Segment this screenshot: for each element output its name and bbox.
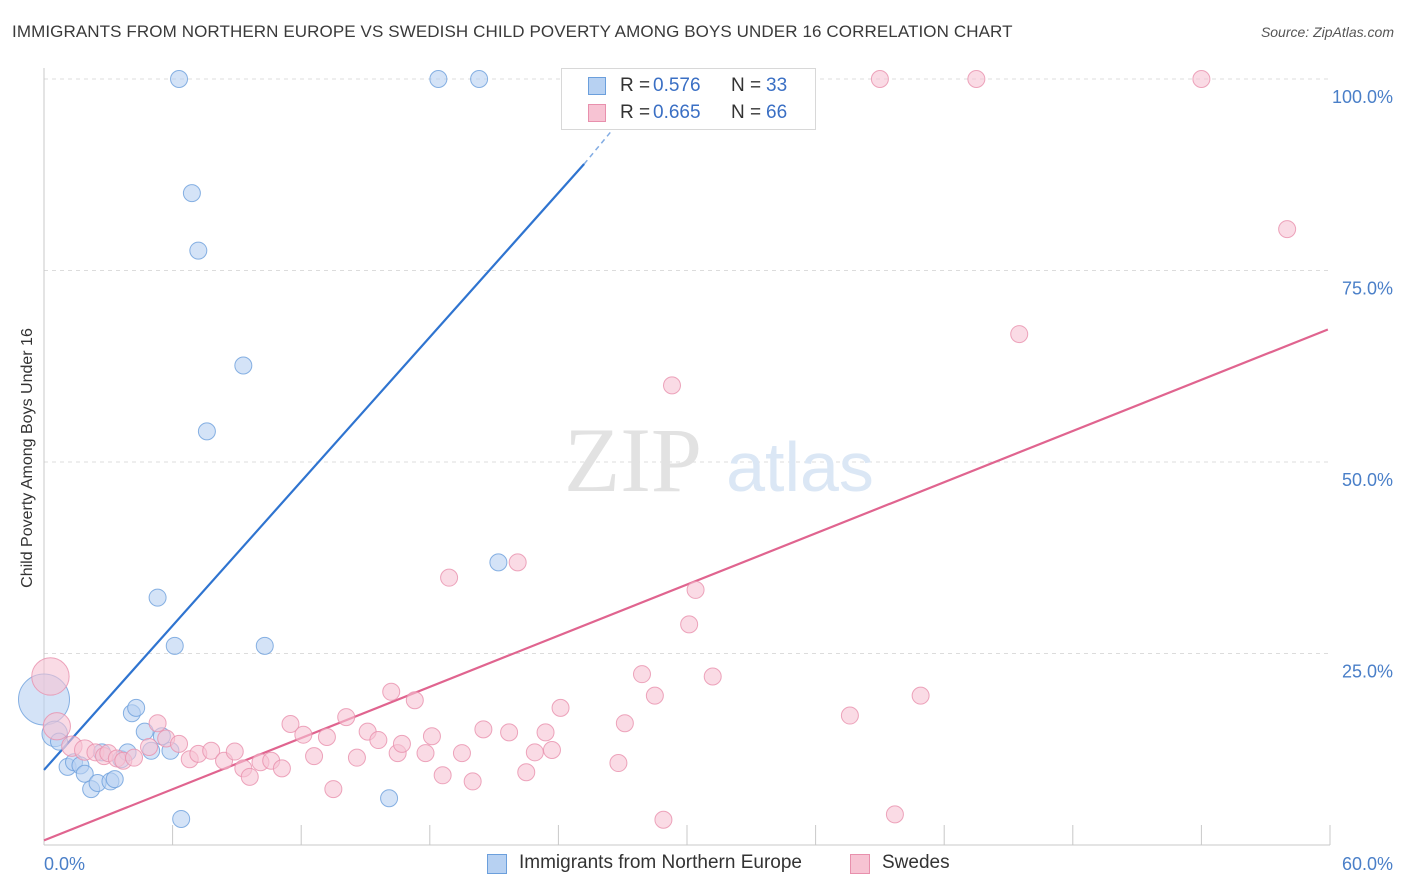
swedes-point	[911, 686, 930, 705]
swedes-point	[632, 665, 651, 684]
legend-n-label: N =	[731, 75, 762, 96]
y-tick-label: 75.0%	[1342, 279, 1393, 299]
swedes-point	[440, 568, 459, 587]
swedes-point	[525, 743, 544, 762]
immigrants-point	[148, 588, 167, 607]
immigrants-point	[105, 770, 124, 789]
swedes-point	[870, 70, 889, 88]
immigrants-trend-line	[43, 163, 585, 771]
swedes-point	[422, 727, 441, 746]
swedes-point	[140, 737, 159, 756]
bottom-legend-swatch-blue	[487, 854, 507, 874]
swedes-point	[654, 810, 673, 829]
swedes-point	[225, 742, 244, 761]
watermark: ZIP atlas	[564, 409, 874, 511]
swedes-point	[1192, 70, 1211, 88]
swedes-point	[1010, 325, 1029, 344]
swedes-point	[416, 744, 435, 763]
watermark-zip: ZIP	[564, 409, 702, 511]
legend-r-value: 0.576	[653, 75, 701, 96]
swedes-point	[508, 553, 527, 572]
swedes-point	[500, 723, 519, 742]
immigrants-point	[470, 70, 489, 88]
swedes-point	[885, 805, 904, 824]
swedes-point	[281, 714, 300, 733]
legend-r-label: R =	[620, 102, 651, 123]
immigrants-point	[197, 422, 216, 441]
swedes-point	[42, 712, 71, 741]
swedes-point	[452, 744, 471, 763]
immigrants-point	[75, 764, 94, 783]
immigrants-point	[189, 241, 208, 260]
swedes-point	[536, 723, 555, 742]
immigrants-point	[380, 789, 399, 808]
swedes-point	[1278, 220, 1297, 239]
bottom-legend-label: Immigrants from Northern Europe	[519, 852, 802, 873]
source-credit: Source: ZipAtlas.com	[1260, 24, 1394, 40]
immigrants-point	[255, 636, 274, 655]
swedes-point	[662, 376, 681, 395]
swedes-point	[170, 734, 189, 753]
bottom-legend-swatch-pink	[850, 854, 870, 874]
swedes-point	[202, 741, 221, 760]
immigrants-point	[429, 70, 448, 88]
swedes-point	[680, 615, 699, 634]
legend-r-label: R =	[620, 75, 651, 96]
immigrants-point	[127, 698, 146, 717]
x-tick-label: 60.0%	[1342, 854, 1393, 874]
swedes-point	[125, 748, 144, 767]
y-axis-label: Child Poverty Among Boys Under 16	[19, 328, 36, 588]
swedes-point	[967, 70, 986, 88]
swedes-point	[615, 714, 634, 733]
immigrants-point	[165, 636, 184, 655]
legend-n-label: N =	[731, 102, 762, 123]
swedes-point	[369, 731, 388, 750]
swedes-point	[703, 667, 722, 686]
legend-n-value: 66	[766, 102, 788, 123]
swedes-point	[347, 748, 366, 767]
immigrants-point	[234, 356, 253, 375]
chart-title: IMMIGRANTS FROM NORTHERN EUROPE VS SWEDI…	[12, 22, 1013, 41]
swedes-point	[686, 580, 705, 599]
legend-n-value: 33	[766, 75, 788, 96]
swedes-point	[324, 780, 343, 799]
immigrants-point	[170, 70, 189, 88]
swedes-point	[645, 686, 664, 705]
legend-swatch-blue	[588, 77, 606, 95]
immigrants-point	[182, 184, 201, 203]
tick-labels: 25.0% 50.0% 75.0% 100.0% 0.0% 60.0%	[44, 87, 1393, 874]
swedes-point	[305, 747, 324, 766]
swedes-point	[463, 772, 482, 791]
y-tick-label: 50.0%	[1342, 470, 1393, 490]
swedes-point	[474, 720, 493, 739]
legend-swatch-pink	[588, 104, 606, 122]
swedes-point	[551, 698, 570, 717]
legend-r-value: 0.665	[653, 102, 701, 123]
swedes-point	[609, 754, 628, 773]
swedes-point	[382, 682, 401, 701]
stats-legend: R = 0.576 N = 33 R = 0.665 N = 66	[561, 68, 816, 130]
swedes-point	[392, 734, 411, 753]
immigrants-point	[172, 809, 191, 828]
swedes-point	[317, 727, 336, 746]
x-tick-label: 0.0%	[44, 854, 85, 874]
swedes-point	[272, 759, 291, 778]
swedes-point	[148, 714, 167, 733]
points	[18, 70, 1297, 829]
y-tick-label: 25.0%	[1342, 662, 1393, 682]
swedes-point	[294, 725, 313, 744]
swedes-point	[517, 763, 536, 782]
watermark-atlas: atlas	[726, 428, 874, 506]
swedes-point	[840, 706, 859, 725]
swedes-point	[240, 767, 259, 786]
swedes-point	[31, 657, 70, 696]
immigrants-point	[489, 553, 508, 572]
swedes-point	[433, 766, 452, 785]
swedes-point	[405, 691, 424, 710]
bottom-legend-label: Swedes	[882, 852, 950, 873]
swedes-point	[542, 741, 561, 760]
swedes-point	[337, 708, 356, 727]
y-tick-label: 100.0%	[1332, 87, 1393, 107]
